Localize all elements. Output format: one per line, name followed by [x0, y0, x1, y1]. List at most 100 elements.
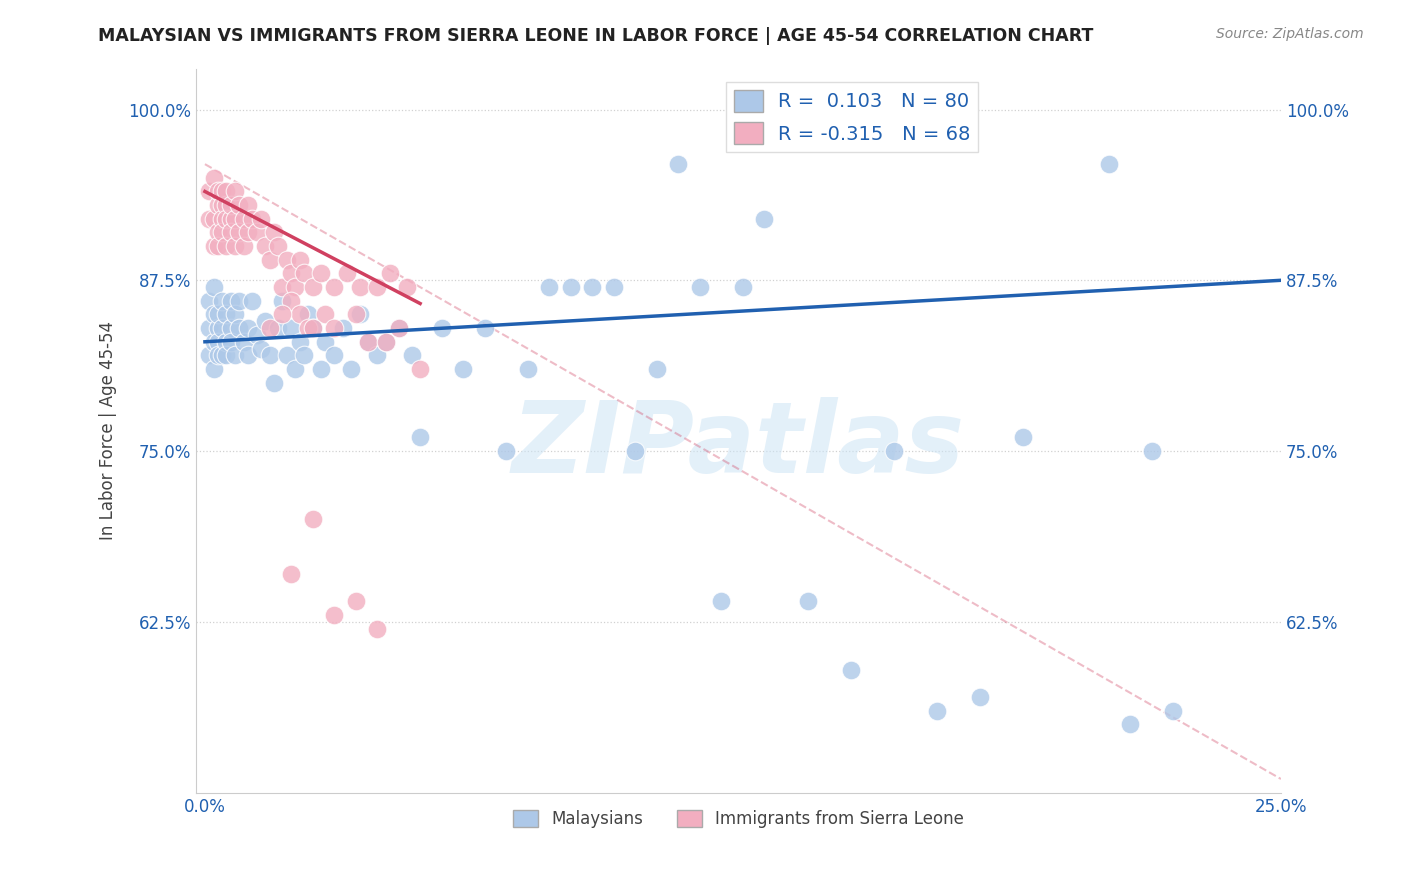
- Point: [211, 348, 233, 362]
- Point: [280, 267, 302, 281]
- Point: [349, 308, 371, 322]
- Point: [280, 567, 302, 582]
- Point: [1011, 430, 1033, 444]
- Point: [207, 198, 229, 212]
- Point: [839, 663, 862, 677]
- Point: [301, 321, 323, 335]
- Point: [323, 280, 346, 294]
- Point: [271, 280, 294, 294]
- Point: [689, 280, 711, 294]
- Point: [228, 226, 250, 240]
- Point: [259, 252, 281, 267]
- Point: [202, 362, 225, 376]
- Point: [198, 293, 221, 308]
- Point: [271, 308, 294, 322]
- Point: [202, 308, 225, 322]
- Point: [215, 198, 238, 212]
- Point: [236, 348, 259, 362]
- Point: [288, 308, 311, 322]
- Point: [336, 267, 359, 281]
- Point: [292, 267, 315, 281]
- Point: [624, 444, 647, 458]
- Point: [224, 211, 246, 226]
- Point: [211, 226, 233, 240]
- Point: [254, 239, 277, 253]
- Point: [215, 185, 238, 199]
- Point: [297, 308, 319, 322]
- Point: [366, 622, 388, 636]
- Point: [284, 362, 307, 376]
- Point: [301, 280, 323, 294]
- Point: [516, 362, 538, 376]
- Point: [731, 280, 754, 294]
- Point: [292, 348, 315, 362]
- Point: [374, 334, 396, 349]
- Point: [240, 211, 263, 226]
- Point: [236, 198, 259, 212]
- Point: [271, 293, 294, 308]
- Point: [198, 185, 221, 199]
- Point: [323, 321, 346, 335]
- Point: [228, 321, 250, 335]
- Point: [883, 444, 905, 458]
- Point: [224, 239, 246, 253]
- Point: [207, 348, 229, 362]
- Point: [232, 334, 254, 349]
- Point: [430, 321, 453, 335]
- Point: [202, 170, 225, 185]
- Point: [314, 308, 336, 322]
- Point: [451, 362, 474, 376]
- Point: [280, 293, 302, 308]
- Point: [224, 308, 246, 322]
- Point: [603, 280, 626, 294]
- Point: [581, 280, 603, 294]
- Point: [538, 280, 561, 294]
- Point: [267, 321, 290, 335]
- Point: [309, 362, 332, 376]
- Point: [1119, 717, 1142, 731]
- Point: [211, 211, 233, 226]
- Point: [259, 348, 281, 362]
- Point: [211, 185, 233, 199]
- Point: [344, 308, 367, 322]
- Point: [236, 226, 259, 240]
- Point: [344, 594, 367, 608]
- Point: [245, 328, 267, 343]
- Point: [754, 211, 776, 226]
- Point: [254, 314, 277, 328]
- Point: [388, 321, 411, 335]
- Point: [202, 211, 225, 226]
- Point: [232, 239, 254, 253]
- Point: [267, 239, 290, 253]
- Point: [309, 267, 332, 281]
- Point: [250, 342, 273, 356]
- Point: [357, 334, 380, 349]
- Point: [224, 185, 246, 199]
- Y-axis label: In Labor Force | Age 45-54: In Labor Force | Age 45-54: [100, 321, 117, 540]
- Point: [263, 226, 285, 240]
- Point: [245, 226, 267, 240]
- Point: [378, 267, 401, 281]
- Point: [560, 280, 582, 294]
- Point: [207, 226, 229, 240]
- Point: [969, 690, 991, 704]
- Point: [202, 280, 225, 294]
- Point: [340, 362, 363, 376]
- Point: [301, 321, 323, 335]
- Point: [366, 348, 388, 362]
- Text: Source: ZipAtlas.com: Source: ZipAtlas.com: [1216, 27, 1364, 41]
- Point: [211, 321, 233, 335]
- Point: [250, 211, 273, 226]
- Point: [332, 321, 354, 335]
- Point: [288, 252, 311, 267]
- Point: [215, 308, 238, 322]
- Point: [314, 334, 336, 349]
- Point: [323, 608, 346, 623]
- Point: [301, 512, 323, 526]
- Point: [925, 704, 948, 718]
- Point: [276, 348, 298, 362]
- Point: [645, 362, 668, 376]
- Point: [288, 334, 311, 349]
- Point: [215, 334, 238, 349]
- Point: [215, 211, 238, 226]
